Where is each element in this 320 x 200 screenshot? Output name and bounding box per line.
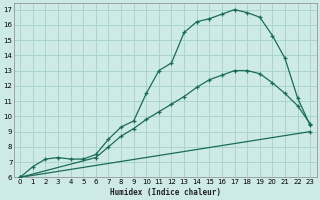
- X-axis label: Humidex (Indice chaleur): Humidex (Indice chaleur): [110, 188, 221, 197]
